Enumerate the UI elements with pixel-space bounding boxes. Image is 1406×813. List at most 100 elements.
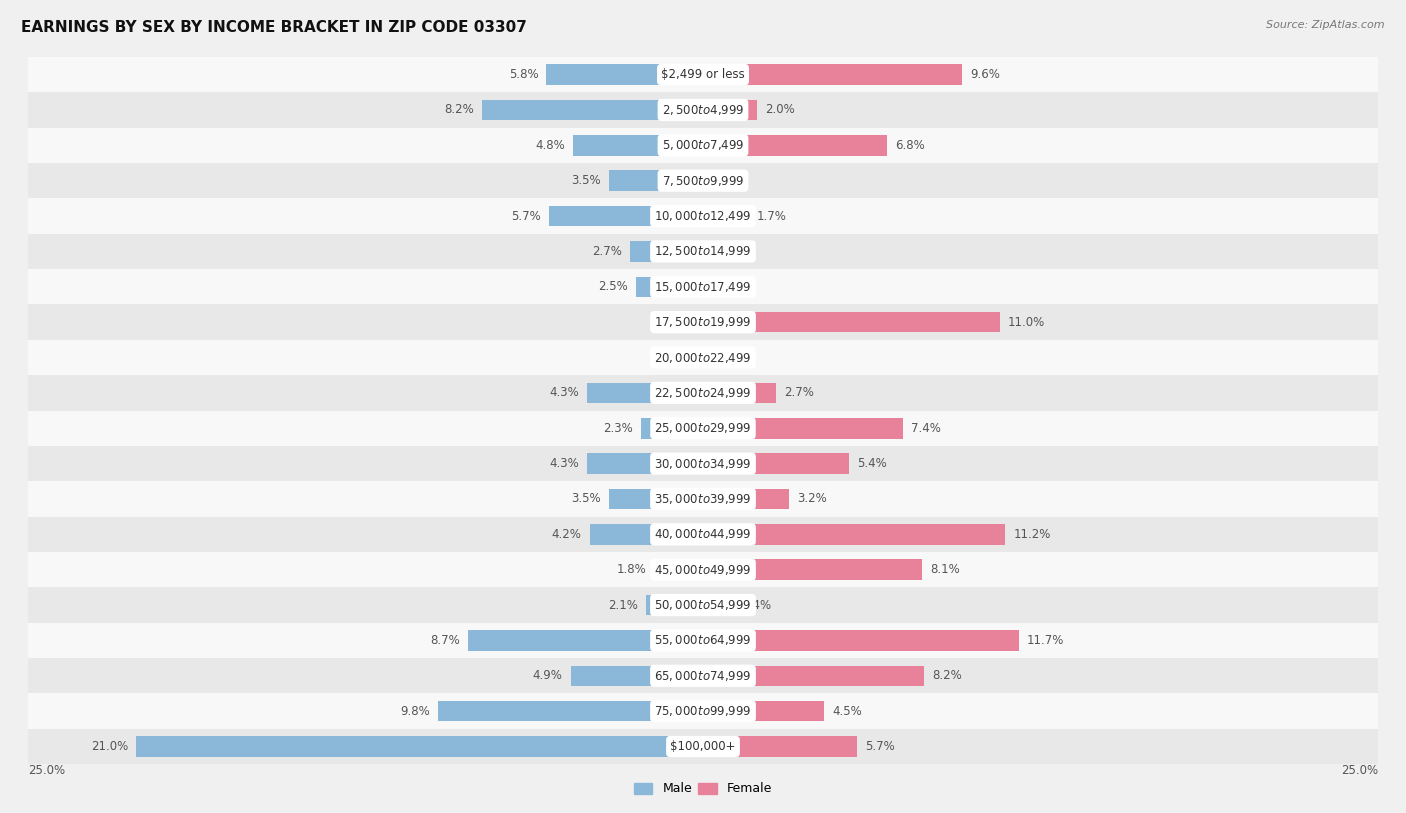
Text: 4.8%: 4.8%	[536, 139, 565, 152]
Text: Source: ZipAtlas.com: Source: ZipAtlas.com	[1267, 20, 1385, 30]
Text: 8.1%: 8.1%	[929, 563, 959, 576]
Bar	[28, 481, 1378, 517]
Text: $12,500 to $14,999: $12,500 to $14,999	[654, 245, 752, 259]
Bar	[574, 135, 703, 155]
Text: $75,000 to $99,999: $75,000 to $99,999	[654, 704, 752, 718]
Bar	[703, 595, 725, 615]
Bar	[136, 737, 703, 757]
Text: 5.4%: 5.4%	[856, 457, 887, 470]
Text: 1.7%: 1.7%	[756, 210, 787, 223]
Text: 4.3%: 4.3%	[550, 386, 579, 399]
Bar	[439, 701, 703, 721]
Text: 21.0%: 21.0%	[91, 740, 128, 753]
Bar	[28, 552, 1378, 587]
Bar	[28, 729, 1378, 764]
Text: $2,500 to $4,999: $2,500 to $4,999	[662, 103, 744, 117]
Text: $30,000 to $34,999: $30,000 to $34,999	[654, 457, 752, 471]
Text: 2.5%: 2.5%	[598, 280, 627, 293]
Text: 4.2%: 4.2%	[551, 528, 582, 541]
Text: $10,000 to $12,499: $10,000 to $12,499	[654, 209, 752, 223]
Bar	[28, 92, 1378, 128]
Bar	[547, 64, 703, 85]
Bar	[703, 630, 1019, 650]
Bar	[28, 304, 1378, 340]
Bar	[586, 383, 703, 403]
Text: $65,000 to $74,999: $65,000 to $74,999	[654, 669, 752, 683]
Bar	[609, 489, 703, 509]
Text: 5.7%: 5.7%	[512, 210, 541, 223]
Text: 0.0%: 0.0%	[711, 351, 741, 364]
Bar	[571, 666, 703, 686]
Text: 2.7%: 2.7%	[785, 386, 814, 399]
Text: 0.0%: 0.0%	[711, 245, 741, 258]
Bar	[641, 418, 703, 438]
Text: $7,500 to $9,999: $7,500 to $9,999	[662, 174, 744, 188]
Bar	[703, 135, 887, 155]
Bar	[28, 233, 1378, 269]
Bar	[703, 489, 789, 509]
Bar	[28, 411, 1378, 446]
Text: $35,000 to $39,999: $35,000 to $39,999	[654, 492, 752, 506]
Text: 25.0%: 25.0%	[1341, 764, 1378, 777]
Bar	[636, 276, 703, 297]
Text: 6.8%: 6.8%	[894, 139, 924, 152]
Bar	[703, 418, 903, 438]
Text: 3.5%: 3.5%	[571, 174, 600, 187]
Bar	[28, 693, 1378, 729]
Text: 11.2%: 11.2%	[1014, 528, 1050, 541]
Bar	[703, 737, 856, 757]
Text: $40,000 to $44,999: $40,000 to $44,999	[654, 528, 752, 541]
Bar	[550, 206, 703, 226]
Text: 2.0%: 2.0%	[765, 103, 794, 116]
Text: 8.2%: 8.2%	[444, 103, 474, 116]
Text: 3.5%: 3.5%	[571, 493, 600, 506]
Bar	[703, 524, 1005, 545]
Text: 2.1%: 2.1%	[609, 598, 638, 611]
Bar	[482, 100, 703, 120]
Bar	[586, 454, 703, 474]
Text: 5.7%: 5.7%	[865, 740, 894, 753]
Bar	[654, 559, 703, 580]
Bar	[703, 100, 756, 120]
Bar	[28, 517, 1378, 552]
Bar	[630, 241, 703, 262]
Text: $50,000 to $54,999: $50,000 to $54,999	[654, 598, 752, 612]
Text: 4.5%: 4.5%	[832, 705, 862, 718]
Text: EARNINGS BY SEX BY INCOME BRACKET IN ZIP CODE 03307: EARNINGS BY SEX BY INCOME BRACKET IN ZIP…	[21, 20, 527, 35]
Bar	[703, 312, 1000, 333]
Text: 8.7%: 8.7%	[430, 634, 460, 647]
Bar	[703, 701, 824, 721]
Legend: Male, Female: Male, Female	[628, 777, 778, 801]
Text: 25.0%: 25.0%	[28, 764, 65, 777]
Text: 3.2%: 3.2%	[797, 493, 827, 506]
Text: 5.8%: 5.8%	[509, 68, 538, 81]
Text: 9.6%: 9.6%	[970, 68, 1000, 81]
Text: 8.2%: 8.2%	[932, 669, 962, 682]
Text: 0.0%: 0.0%	[711, 174, 741, 187]
Text: 11.0%: 11.0%	[1008, 315, 1045, 328]
Text: 11.7%: 11.7%	[1026, 634, 1064, 647]
Text: 0.0%: 0.0%	[665, 351, 695, 364]
Bar	[703, 383, 776, 403]
Text: $22,500 to $24,999: $22,500 to $24,999	[654, 386, 752, 400]
Text: 0.0%: 0.0%	[711, 280, 741, 293]
Text: 7.4%: 7.4%	[911, 422, 941, 435]
Text: 9.8%: 9.8%	[401, 705, 430, 718]
Bar	[28, 128, 1378, 163]
Text: 4.9%: 4.9%	[533, 669, 562, 682]
Bar	[28, 587, 1378, 623]
Bar	[28, 269, 1378, 304]
Text: $20,000 to $22,499: $20,000 to $22,499	[654, 350, 752, 364]
Text: $17,500 to $19,999: $17,500 to $19,999	[654, 315, 752, 329]
Text: $15,000 to $17,499: $15,000 to $17,499	[654, 280, 752, 293]
Bar	[28, 659, 1378, 693]
Bar	[28, 198, 1378, 234]
Text: $45,000 to $49,999: $45,000 to $49,999	[654, 563, 752, 576]
Bar	[28, 446, 1378, 481]
Bar	[28, 340, 1378, 375]
Text: 2.3%: 2.3%	[603, 422, 633, 435]
Bar	[28, 623, 1378, 659]
Text: 0.84%: 0.84%	[734, 598, 770, 611]
Text: 1.8%: 1.8%	[617, 563, 647, 576]
Text: 4.3%: 4.3%	[550, 457, 579, 470]
